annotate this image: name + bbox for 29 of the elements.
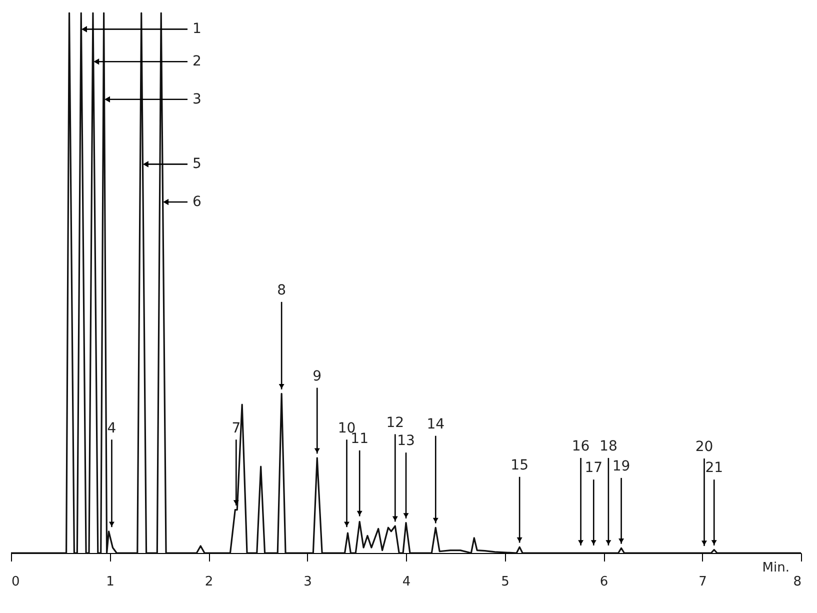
annotation: 9: [312, 368, 322, 384]
annotation: 8: [277, 282, 286, 299]
x-axis-title: Min.: [762, 560, 790, 576]
x-tick-label: 0: [12, 574, 20, 590]
annotation: 4: [107, 420, 116, 436]
x-tick-label: 7: [698, 574, 707, 590]
x-tick-label: 1: [106, 574, 114, 590]
annotation: 20: [695, 439, 714, 456]
x-tick-label: 4: [402, 574, 411, 590]
x-tick-label: 6: [600, 574, 608, 590]
annotation: 17: [584, 460, 603, 476]
annotation: 21: [705, 460, 724, 476]
annotation: 5: [192, 156, 202, 172]
annotation: 12: [386, 414, 404, 431]
x-tick-label: 8: [793, 574, 802, 590]
annotation: 16: [572, 438, 590, 455]
annotation: 15: [510, 458, 528, 474]
x-tick-label: 5: [501, 574, 510, 590]
annotation: 7: [232, 420, 241, 436]
annotation: 2: [192, 54, 202, 70]
annotation: 19: [612, 458, 630, 475]
annotation: 13: [397, 433, 415, 450]
annotation: 6: [192, 194, 202, 210]
annotation: 14: [426, 416, 445, 432]
x-tick-label: 2: [204, 574, 214, 590]
annotation: 18: [600, 438, 618, 455]
x-tick-label: 3: [304, 574, 312, 590]
annotation: 3: [192, 91, 202, 108]
annotation: 1: [192, 21, 202, 38]
